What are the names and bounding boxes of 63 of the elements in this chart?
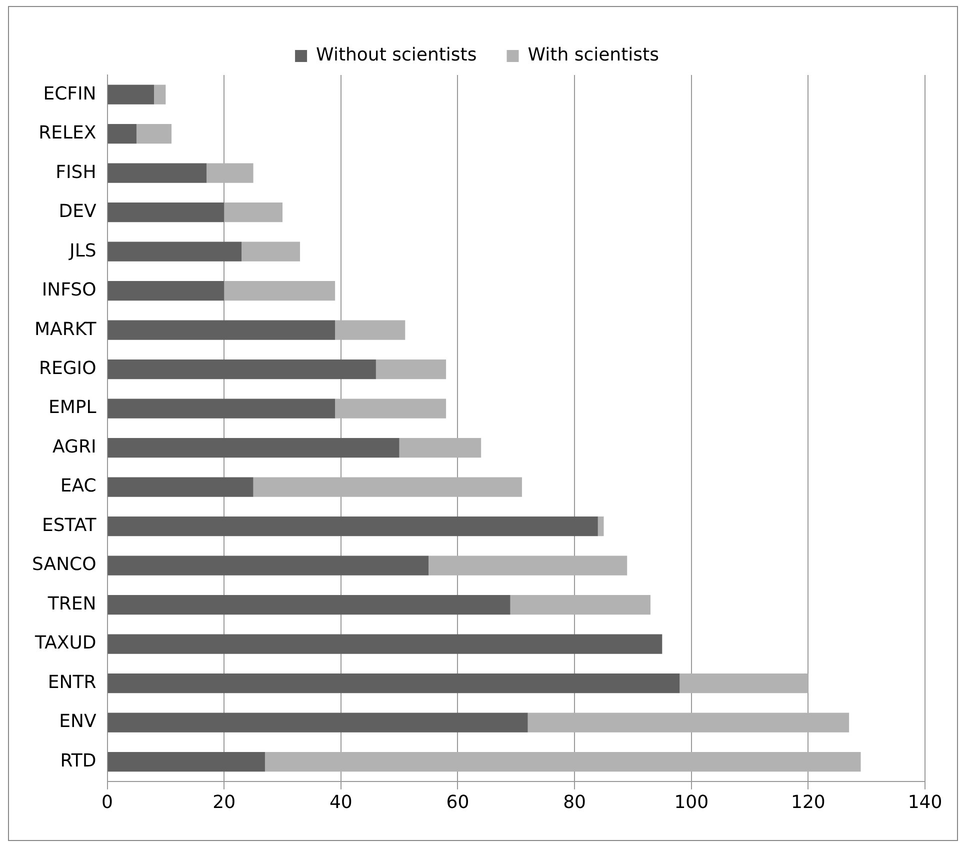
y-tick-label: TAXUD [34, 632, 96, 654]
bar [108, 202, 224, 222]
y-tick-label: ESTAT [42, 514, 98, 536]
bar [108, 673, 680, 694]
bar [108, 242, 242, 262]
bar [108, 84, 154, 104]
bar [428, 556, 628, 576]
x-tick-label: 0 [102, 792, 113, 813]
bar [154, 84, 166, 104]
bar [108, 124, 136, 144]
y-tick-label: AGRI [52, 436, 96, 458]
bar [108, 281, 224, 301]
y-tick-label: SANCO [32, 554, 96, 576]
bar [108, 516, 598, 536]
legend-label: With scientists [528, 44, 659, 66]
y-tick-label: INFSO [42, 280, 96, 301]
y-tick-label: RTD [60, 750, 96, 772]
bar [108, 438, 400, 458]
x-tick-label: 40 [329, 792, 352, 813]
bar [136, 124, 172, 144]
y-tick-label: TREN [46, 593, 96, 614]
y-tick-label: ECFIN [43, 83, 96, 104]
x-tick-label: 60 [446, 792, 470, 813]
bar [108, 360, 376, 380]
bar [242, 242, 300, 262]
bar [680, 673, 808, 694]
bar [224, 202, 282, 222]
y-tick-label: FISH [56, 162, 96, 183]
bar [108, 163, 207, 183]
y-tick-label: ENV [59, 711, 97, 732]
y-tick-label: MARKT [34, 318, 98, 340]
bar [376, 360, 446, 380]
y-tick-label: EAC [60, 476, 96, 497]
bar [108, 634, 662, 654]
x-tick-label: 20 [212, 792, 236, 813]
x-tick-label: 80 [563, 792, 586, 813]
legend-label: Without scientists [316, 44, 477, 66]
bar [108, 556, 429, 576]
bar [253, 477, 522, 497]
bar [108, 320, 336, 340]
y-tick-label: RELEX [38, 122, 96, 144]
x-tick-label: 100 [674, 792, 709, 813]
y-tick-label: JLS [68, 240, 96, 262]
bar [108, 398, 336, 418]
bar [510, 594, 650, 615]
y-tick-label: EMPL [48, 397, 96, 418]
x-tick-label: 140 [908, 792, 942, 813]
y-tick-label: REGIO [38, 358, 96, 380]
bar [224, 281, 336, 301]
bar [528, 712, 850, 732]
y-tick-label: ENTR [48, 672, 96, 693]
bar [206, 163, 254, 183]
bar [108, 594, 510, 615]
bar [108, 712, 528, 732]
bar [335, 398, 446, 418]
bar [598, 516, 604, 536]
bar [108, 752, 265, 772]
bar [108, 477, 254, 497]
y-tick-label: DEV [58, 201, 97, 222]
bar [399, 438, 482, 458]
x-tick-label: 120 [791, 792, 826, 813]
bar [335, 320, 406, 340]
bar [264, 752, 861, 772]
